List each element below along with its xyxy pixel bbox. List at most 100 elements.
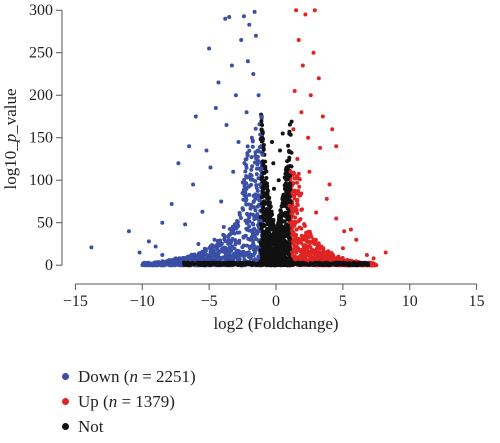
down-point (248, 206, 253, 211)
not-point (263, 249, 268, 254)
down-point (183, 222, 188, 227)
not-point (286, 226, 291, 231)
down-point (188, 254, 193, 259)
up-point (299, 247, 304, 252)
up-point (348, 227, 353, 232)
down-point (177, 258, 182, 263)
up-point (292, 257, 297, 262)
not-point (317, 262, 322, 267)
down-point (213, 255, 218, 260)
down-point (219, 241, 224, 246)
not-point (310, 261, 315, 266)
down-point (220, 255, 225, 260)
up-point (334, 216, 339, 221)
up-point (304, 244, 308, 249)
not-point (255, 261, 260, 266)
down-point (249, 135, 254, 140)
down-point (146, 239, 151, 244)
x-tick-label: 5 (339, 293, 347, 310)
down-point (249, 244, 254, 249)
up-point (313, 242, 318, 246)
not-point (243, 260, 248, 265)
up-point (320, 114, 325, 119)
legend-item-up[interactable]: Up (n = 1379) (62, 389, 196, 414)
not-point (191, 261, 196, 266)
y-tick-label: 250 (29, 45, 53, 62)
not-point (286, 175, 291, 180)
up-point (297, 225, 302, 230)
down-point (207, 46, 212, 51)
down-point (232, 246, 237, 251)
not-point (264, 176, 269, 180)
up-point (296, 38, 301, 42)
down-point (254, 172, 259, 177)
not-point (273, 262, 278, 267)
down-point (169, 202, 174, 206)
not-point (259, 249, 264, 254)
down-point (208, 252, 213, 256)
down-point (255, 212, 260, 217)
down-point (213, 106, 218, 110)
legend-item-not[interactable]: Not (62, 414, 196, 439)
down-point (227, 232, 232, 237)
down-point (230, 237, 235, 242)
not-point (259, 119, 264, 124)
down-point (223, 250, 228, 255)
y-tick-label: 300 (29, 2, 53, 19)
not-point (260, 175, 265, 180)
not-point (281, 229, 286, 234)
not-point (268, 252, 273, 257)
down-point (253, 208, 258, 213)
down-point (204, 252, 209, 257)
not-point (227, 262, 232, 267)
not-point (272, 186, 276, 191)
up-point (371, 256, 376, 261)
down-point (245, 221, 249, 226)
volcano-plot: −15 −10 −5 0 5 10 15 0 50 100 150 200 250 300 log2 (… (1, 2, 485, 333)
not-point (261, 209, 266, 214)
down-point (239, 38, 244, 42)
down-point (241, 235, 246, 240)
up-point (321, 255, 326, 260)
up-point (299, 110, 304, 115)
down-point (228, 241, 233, 246)
not-point (287, 122, 292, 127)
not-point (261, 253, 266, 258)
up-point (317, 243, 322, 248)
down-point (200, 209, 205, 214)
up-point (318, 145, 323, 150)
legend-item-down[interactable]: Down (n = 2251) (62, 364, 196, 389)
not-point (280, 131, 285, 136)
up-point (325, 253, 330, 258)
not-point (287, 241, 292, 246)
x-tick-label: −5 (201, 293, 218, 310)
down-point (253, 33, 258, 38)
not-point (261, 146, 266, 151)
down-point (252, 9, 257, 14)
not-point (284, 222, 289, 227)
down-point (253, 126, 258, 131)
down-point (173, 256, 178, 261)
down-point (221, 232, 226, 237)
up-point (291, 221, 296, 226)
down-point (203, 247, 208, 252)
up-point (314, 210, 319, 215)
down-point (237, 230, 242, 235)
not-point (261, 170, 266, 175)
down-point (204, 148, 209, 153)
y-axis-label: log10_p_value (1, 88, 20, 189)
not-point (272, 227, 277, 232)
down-point (224, 123, 229, 127)
up-point (374, 263, 379, 268)
down-point (219, 199, 224, 204)
down-point (137, 250, 142, 255)
up-point (303, 12, 308, 17)
down-point (256, 93, 261, 98)
down-point (208, 165, 213, 170)
not-point (364, 261, 369, 266)
down-point (255, 204, 260, 209)
up-point (364, 253, 369, 257)
down-point (245, 153, 250, 158)
down-point (222, 245, 227, 250)
up-point (316, 76, 321, 81)
